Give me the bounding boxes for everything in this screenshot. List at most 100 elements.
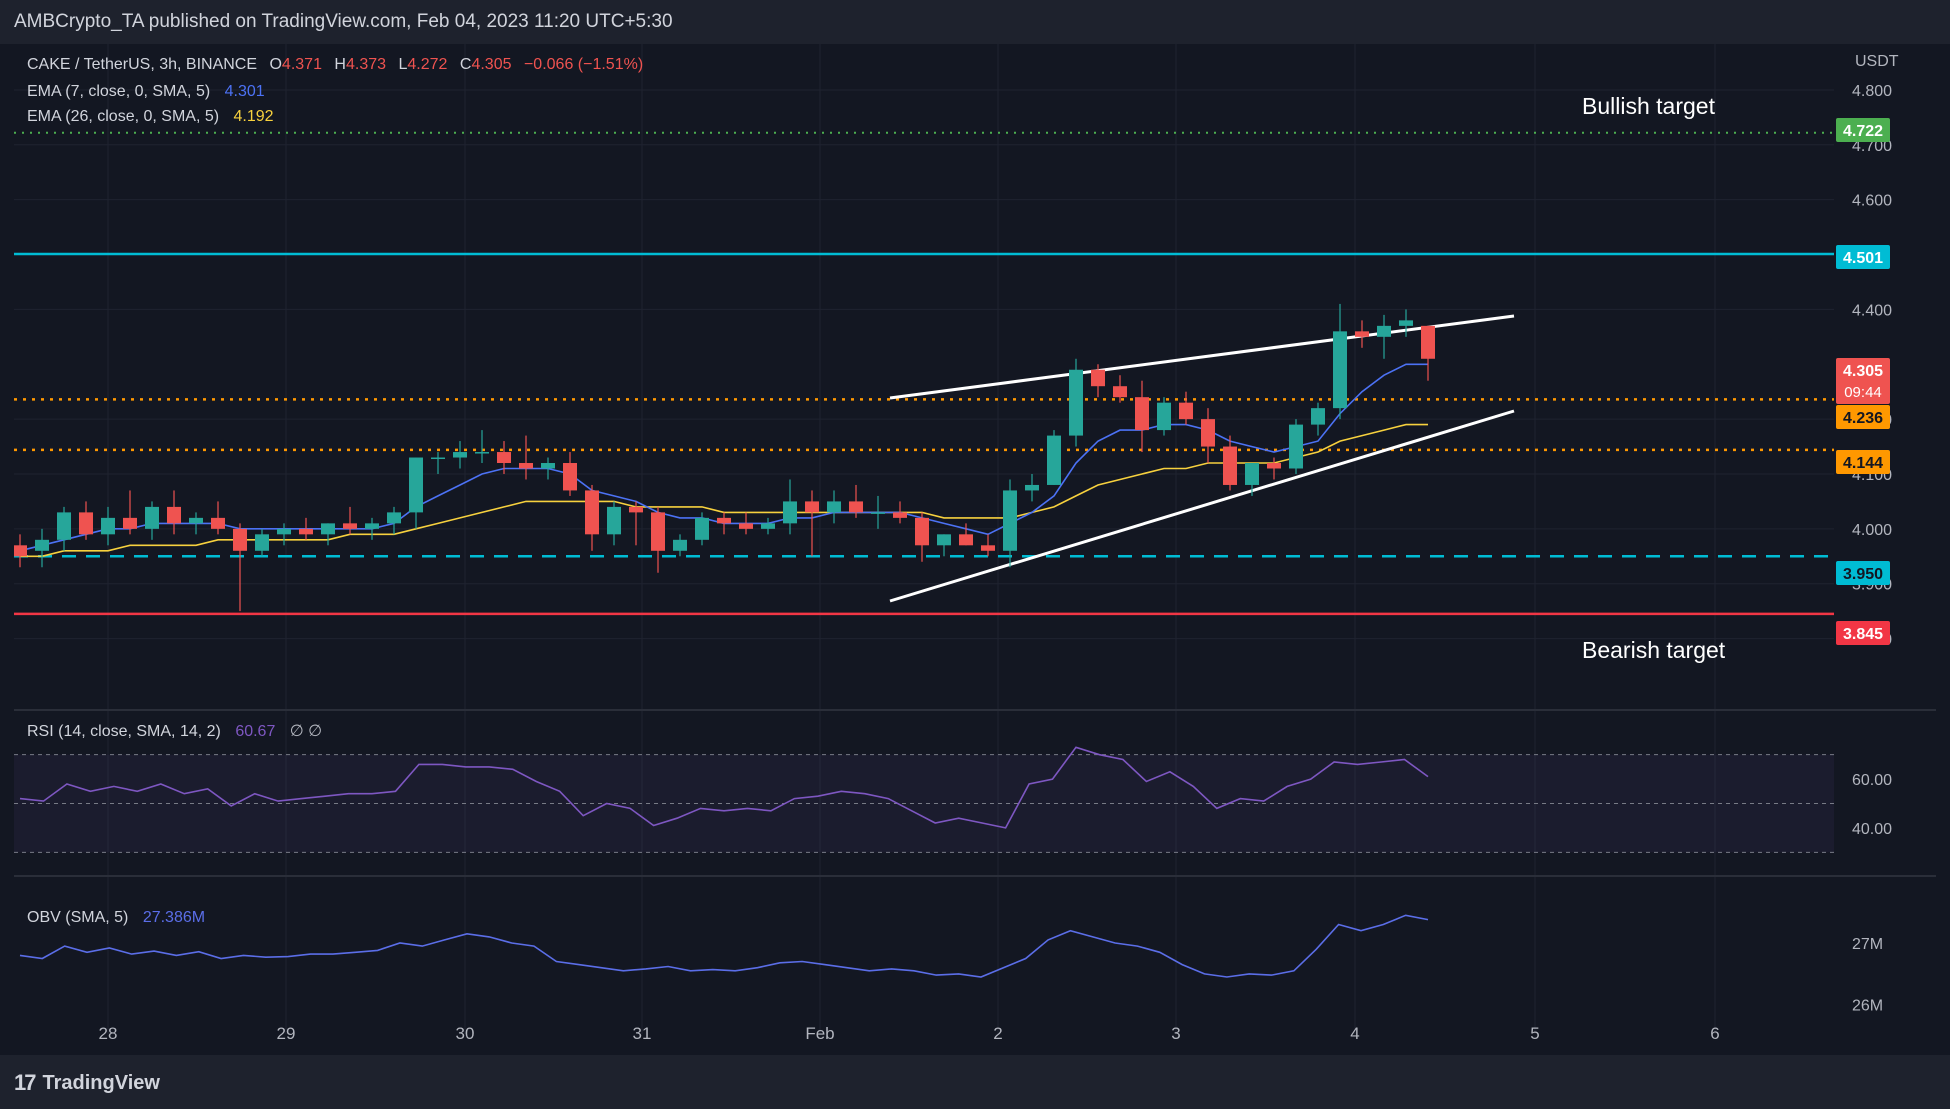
rsi-band-background: [14, 754, 1834, 853]
candle-body: [497, 452, 511, 464]
time-tick-label: 30: [456, 1024, 475, 1043]
ema7-value: 4.301: [225, 83, 265, 100]
rsi-tick-label: 40.00: [1852, 821, 1892, 838]
candle-body: [1113, 386, 1127, 398]
candle-body: [475, 452, 489, 454]
tradingview-logo[interactable]: 17 TradingView: [14, 1069, 160, 1097]
candle: [981, 534, 995, 557]
wedge-upper-trendline[interactable]: [889, 314, 1515, 400]
candle-body: [827, 501, 841, 513]
candle: [827, 490, 841, 524]
candle: [57, 506, 71, 551]
candle-body: [1289, 424, 1303, 469]
candle: [651, 506, 665, 573]
price-tick-label: 4.700: [1852, 138, 1892, 155]
candle-body: [365, 523, 379, 529]
candle-body: [1135, 397, 1149, 431]
candle-body: [871, 512, 885, 514]
price-tags: 4.722 4.501 4.305 09:44 4.236 4.144 3.95…: [1836, 118, 1890, 645]
candle: [321, 523, 335, 546]
ema26-line: [20, 423, 1428, 558]
rsi-line: [19, 746, 1429, 829]
chart-canvas[interactable]: USDT 4.8004.7004.6004.4004.2004.1004.000…: [13, 44, 1936, 1055]
candle-body: [211, 517, 225, 529]
candle: [1289, 419, 1303, 474]
candle-body: [35, 539, 49, 551]
candle: [189, 512, 203, 535]
candle: [1003, 479, 1017, 568]
bullish-target-tag-text: 4.722: [1843, 123, 1883, 140]
candle-body: [233, 528, 247, 551]
candle-body: [1311, 408, 1325, 425]
chart-area[interactable]: USDT 4.8004.7004.6004.4004.2004.1004.000…: [13, 44, 1936, 1055]
obv-tick-label: 27M: [1852, 936, 1883, 953]
rsi-layer: [19, 746, 1429, 829]
ema7-line: EMA (7, close, 0, SMA, 5) 4.301: [27, 83, 265, 100]
obv-value: 27.386M: [143, 909, 205, 926]
bullish-target-tag: [1836, 118, 1890, 142]
candle-body: [739, 523, 753, 529]
candle: [255, 528, 269, 557]
candle-body: [387, 512, 401, 524]
obv-tick-label: 26M: [1852, 998, 1883, 1015]
ohlc-low-label: L: [398, 56, 407, 73]
wedge-lower-trendline[interactable]: [889, 409, 1515, 603]
time-tick-label: 28: [99, 1024, 118, 1043]
candle-body: [1355, 331, 1369, 337]
ohlc-high: 4.373: [346, 56, 386, 73]
support3-tag: [1836, 561, 1890, 585]
candle-body: [915, 517, 929, 546]
ohlc-open: 4.371: [282, 56, 322, 73]
price-axis[interactable]: USDT 4.8004.7004.6004.4004.2004.1004.000…: [1852, 53, 1899, 1015]
candle: [299, 517, 313, 540]
candle-body: [189, 517, 203, 524]
ohlc-open-label: O: [269, 56, 281, 73]
candle: [629, 501, 643, 546]
candle: [387, 506, 401, 535]
ohlc-close: 4.305: [471, 56, 511, 73]
footer-bar: 17 TradingView: [0, 1055, 1950, 1109]
candle-body: [673, 539, 687, 551]
candle-body: [519, 463, 533, 469]
price-tick-label: 4.600: [1852, 193, 1892, 210]
candle-body: [629, 506, 643, 513]
price-tick-label: 4.800: [1852, 83, 1892, 100]
obv-legend: OBV (SMA, 5) 27.386M: [27, 909, 205, 926]
candle-body: [981, 545, 995, 551]
candle: [1355, 320, 1369, 348]
time-tick-label: 3: [1171, 1024, 1180, 1043]
candle: [1025, 473, 1039, 502]
rsi-label: RSI (14, close, SMA, 14, 2): [27, 723, 221, 740]
candle-body: [1377, 325, 1391, 337]
candle-body: [717, 517, 731, 524]
candle: [101, 506, 115, 546]
candle: [233, 523, 247, 612]
candle: [1047, 430, 1061, 485]
time-axis[interactable]: 28 29 30 31 Feb 2 3 4 5 6: [99, 1024, 1720, 1043]
support2-tag: [1836, 450, 1890, 474]
price-tick-label: 4.000: [1852, 522, 1892, 539]
rising-wedge[interactable]: [889, 314, 1515, 603]
support3-tag-text: 3.950: [1843, 566, 1883, 583]
time-tick-label: Feb: [805, 1024, 834, 1043]
symbol-line: CAKE / TetherUS, 3h, BINANCE O4.371 H4.3…: [27, 56, 643, 73]
candle-body: [563, 463, 577, 491]
candle: [1201, 408, 1215, 464]
candle-body: [937, 534, 951, 546]
candle-body: [277, 528, 291, 535]
rsi-legend: RSI (14, close, SMA, 14, 2) 60.67 ∅ ∅: [27, 723, 322, 740]
candle: [1267, 457, 1281, 480]
current-price-tag: [1836, 358, 1890, 404]
candle-body: [123, 517, 137, 529]
candle: [673, 534, 687, 557]
legend: CAKE / TetherUS, 3h, BINANCE O4.371 H4.3…: [27, 56, 643, 926]
tradingview-brand: TradingView: [42, 1071, 160, 1094]
candle: [739, 512, 753, 535]
candle: [1179, 391, 1193, 425]
candle: [1311, 402, 1325, 436]
candle-body: [1025, 484, 1039, 491]
candles: [13, 303, 1435, 612]
level-lines: [14, 131, 1834, 616]
candle-body: [1201, 419, 1215, 447]
candle: [13, 534, 27, 568]
